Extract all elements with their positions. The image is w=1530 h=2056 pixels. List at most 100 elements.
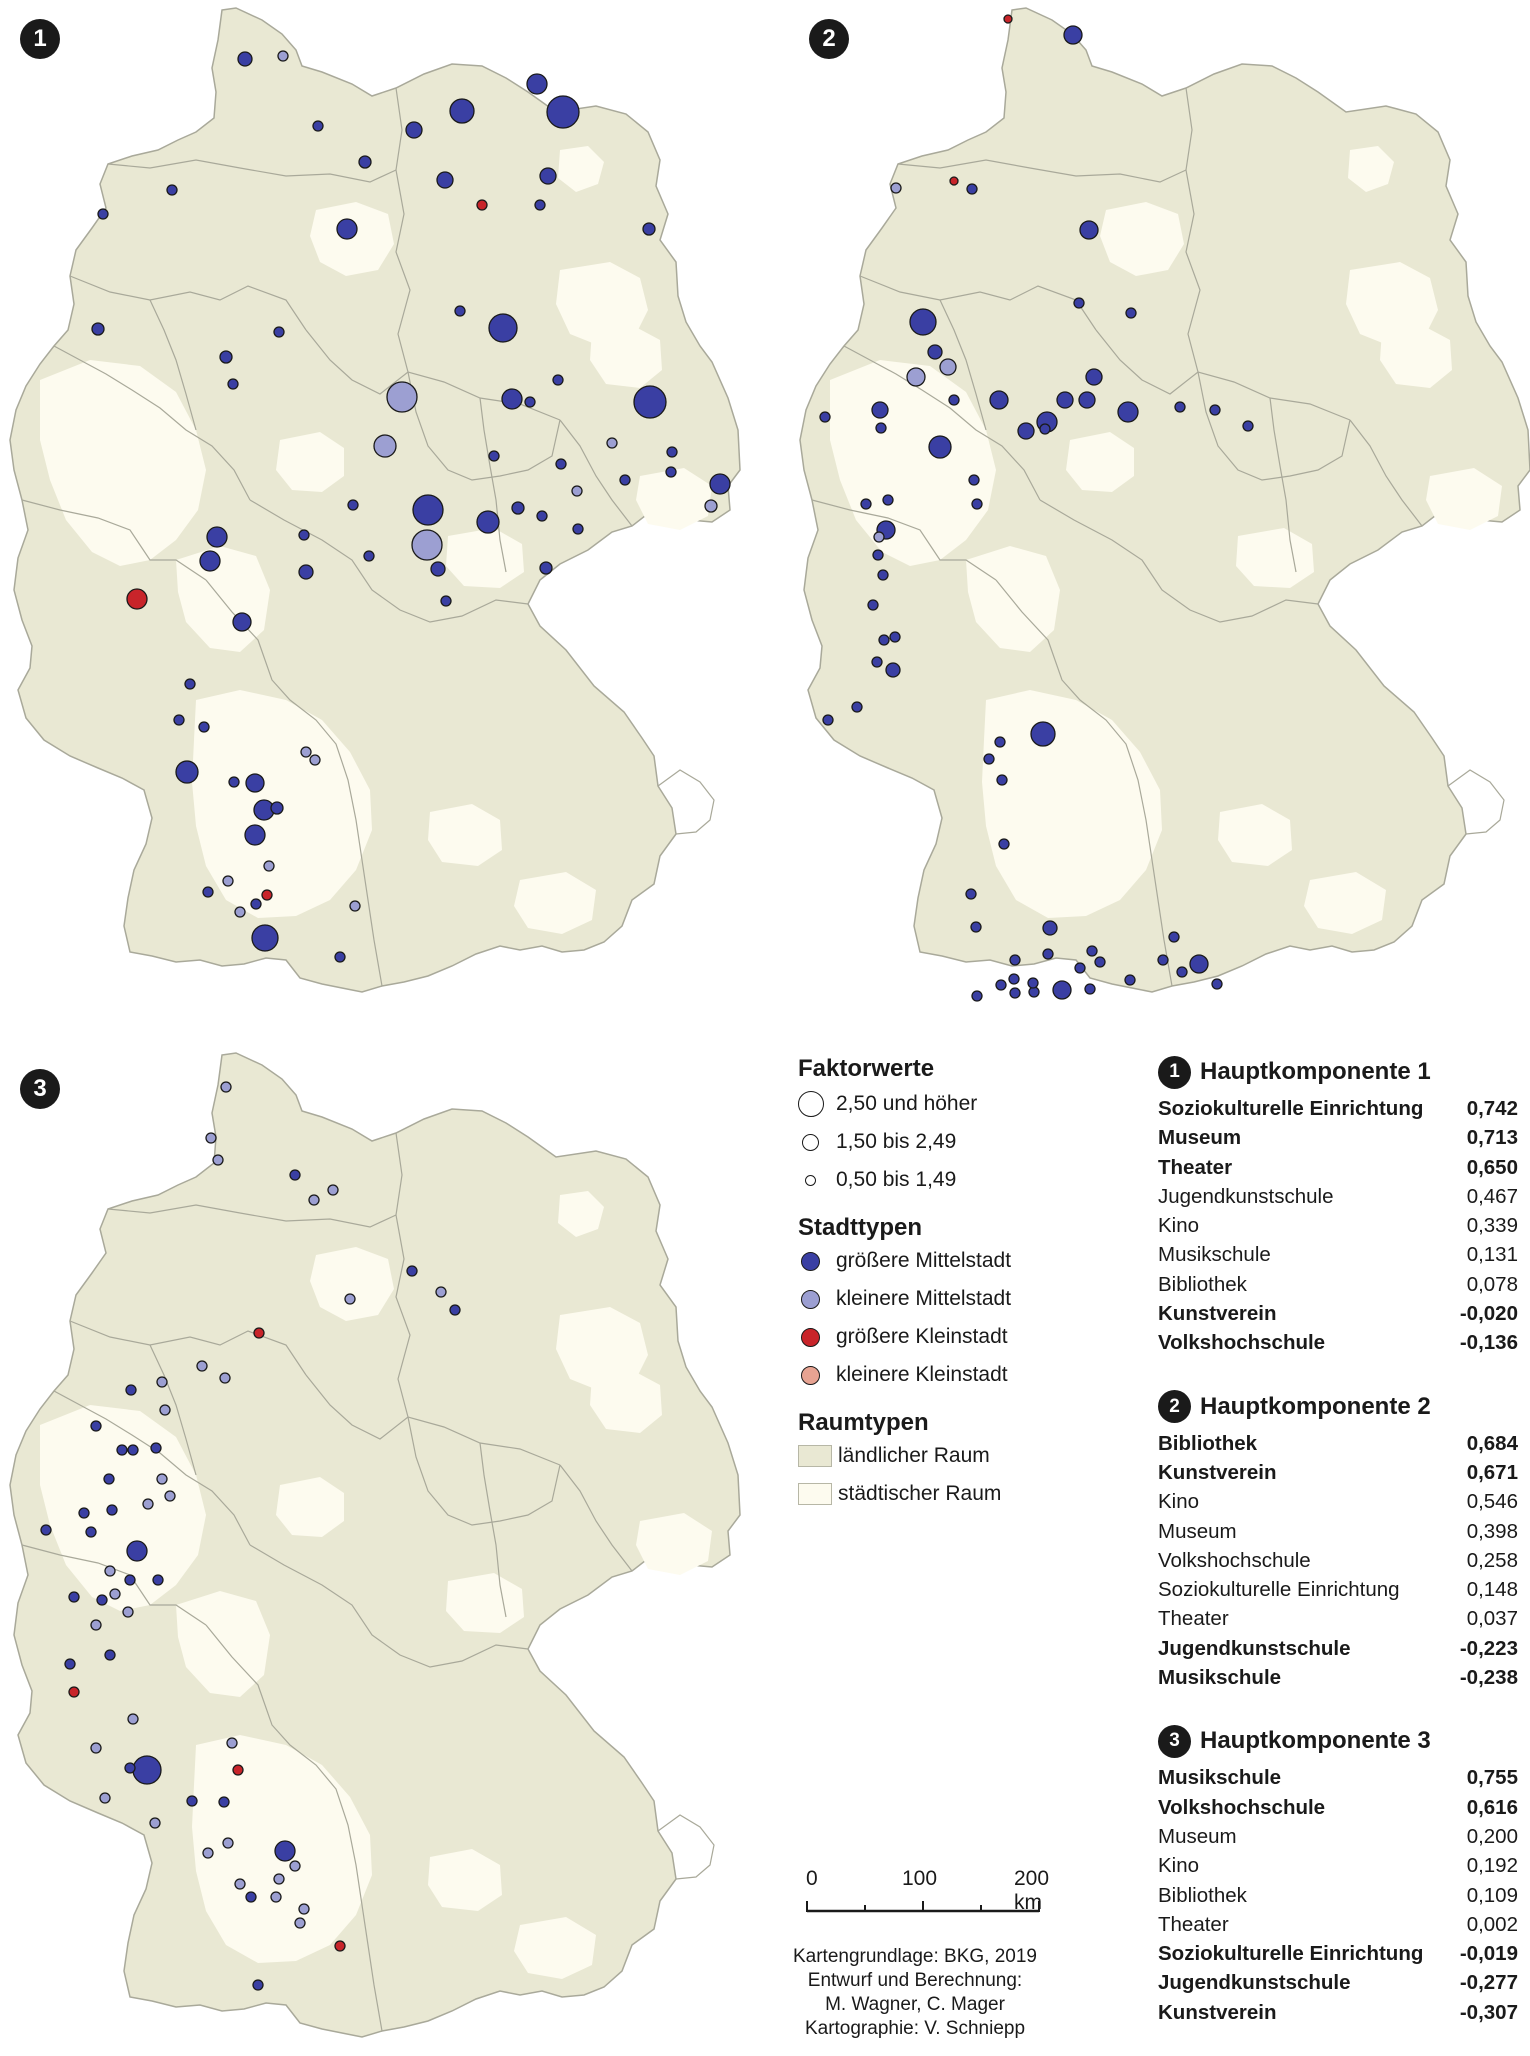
state-border xyxy=(205,579,383,987)
loading-value: 0,755 xyxy=(1466,1766,1518,1790)
city-marker xyxy=(312,120,324,132)
city-marker xyxy=(885,662,901,678)
country-outline xyxy=(799,7,1530,993)
city-marker xyxy=(373,434,397,458)
city-marker xyxy=(633,385,667,419)
loading-label: Soziokulturelle Einrichtung xyxy=(1158,1942,1424,1966)
city-marker xyxy=(363,550,375,562)
loading-value: -0,277 xyxy=(1459,1971,1518,1995)
city-marker xyxy=(309,754,321,766)
city-marker xyxy=(104,1565,116,1577)
loading-row: Musikschule 0,755 xyxy=(1158,1763,1518,1792)
city-marker xyxy=(274,1840,296,1862)
city-marker xyxy=(1009,954,1021,966)
city-marker xyxy=(222,875,234,887)
loading-label: Theater xyxy=(1158,1607,1229,1631)
loading-row: Bibliothek 0,684 xyxy=(1158,1429,1518,1458)
loading-label: Volkshochschule xyxy=(1158,1331,1326,1355)
loading-value: 0,109 xyxy=(1466,1883,1518,1907)
legend: Faktorwerte 2,50 und höher 1,50 bis 2,49… xyxy=(798,1055,1098,1513)
city-marker xyxy=(875,422,887,434)
city-marker xyxy=(488,450,500,462)
state-border xyxy=(149,299,197,431)
city-marker xyxy=(90,1619,102,1631)
city-marker xyxy=(524,396,536,408)
city-marker xyxy=(220,1081,232,1093)
loading-row: Museum 0,713 xyxy=(1158,1123,1518,1152)
city-marker xyxy=(334,1940,346,1952)
loading-label: Musikschule xyxy=(1158,1243,1271,1267)
city-marker xyxy=(184,678,196,690)
loading-row: Kunstverein -0,020 xyxy=(1158,1299,1518,1328)
city-marker xyxy=(237,51,253,67)
city-marker xyxy=(199,550,221,572)
state-border xyxy=(53,345,251,501)
city-marker xyxy=(572,523,584,535)
city-marker xyxy=(344,1293,356,1305)
city-marker xyxy=(1209,404,1221,416)
city-marker xyxy=(205,1132,217,1144)
city-marker xyxy=(198,721,210,733)
city-marker xyxy=(440,595,452,607)
city-marker xyxy=(871,656,883,668)
state-border xyxy=(107,159,397,183)
state-border xyxy=(995,579,1173,987)
state-border xyxy=(1039,499,1319,623)
city-marker xyxy=(358,155,372,169)
city-marker xyxy=(1074,962,1086,974)
legend-laendlich: ländlicher Raum xyxy=(798,1437,1098,1475)
loading-row: Museum 0,200 xyxy=(1158,1822,1518,1851)
loading-value: 0,467 xyxy=(1466,1184,1518,1208)
city-marker xyxy=(142,1498,154,1510)
city-marker xyxy=(546,95,580,129)
city-marker xyxy=(704,499,718,513)
loading-label: Jugendkunstschule xyxy=(1158,1184,1334,1208)
state-border xyxy=(205,1624,383,2032)
city-marker xyxy=(245,1891,257,1903)
loading-value: -0,019 xyxy=(1459,1942,1518,1966)
city-marker xyxy=(1030,721,1056,747)
loading-label: Kunstverein xyxy=(1158,2000,1277,2024)
city-marker xyxy=(202,1847,214,1859)
city-marker xyxy=(244,824,266,846)
city-marker xyxy=(405,121,423,139)
city-marker xyxy=(878,634,890,646)
state-border xyxy=(811,499,997,581)
city-marker xyxy=(665,466,677,478)
city-marker xyxy=(539,561,553,575)
loading-label: Kunstverein xyxy=(1158,1302,1277,1326)
city-marker xyxy=(1042,948,1054,960)
city-marker xyxy=(270,1891,282,1903)
city-marker xyxy=(298,564,314,580)
city-marker xyxy=(430,561,446,577)
loading-label: Bibliothek xyxy=(1158,1883,1247,1907)
city-marker xyxy=(1085,368,1103,386)
loading-row: Kunstverein -0,307 xyxy=(1158,1998,1518,2027)
state-border xyxy=(69,1320,307,1376)
component-1: 1 Hauptkomponente 1 Soziokulturelle Einric… xyxy=(1158,1052,1518,1358)
state-border xyxy=(395,1132,411,1418)
city-marker xyxy=(1242,420,1254,432)
city-marker xyxy=(127,1713,139,1725)
legend-faktor-large: 2,50 und höher xyxy=(798,1085,1098,1123)
loading-label: Kino xyxy=(1158,1854,1200,1878)
city-marker xyxy=(488,313,518,343)
state-border xyxy=(559,1464,633,1572)
state-border xyxy=(657,1814,715,1880)
city-marker xyxy=(436,171,454,189)
city-marker xyxy=(906,367,926,387)
legend-faktor-small: 0,50 bis 1,49 xyxy=(798,1161,1098,1199)
component-2: 2 Hauptkomponente 2 Bibliothek 0,684 Kunstve… xyxy=(1158,1387,1518,1693)
loading-row: Bibliothek 0,109 xyxy=(1158,1881,1518,1910)
city-marker xyxy=(126,1540,148,1562)
city-marker xyxy=(156,1376,168,1388)
city-marker xyxy=(150,1442,162,1454)
city-marker xyxy=(1086,945,1098,957)
city-marker xyxy=(96,1594,108,1606)
city-marker xyxy=(994,736,1006,748)
city-marker xyxy=(289,1169,301,1181)
city-marker xyxy=(386,381,418,413)
loading-row: Kino 0,546 xyxy=(1158,1487,1518,1516)
loading-label: Kino xyxy=(1158,1214,1200,1238)
city-marker xyxy=(1125,307,1137,319)
